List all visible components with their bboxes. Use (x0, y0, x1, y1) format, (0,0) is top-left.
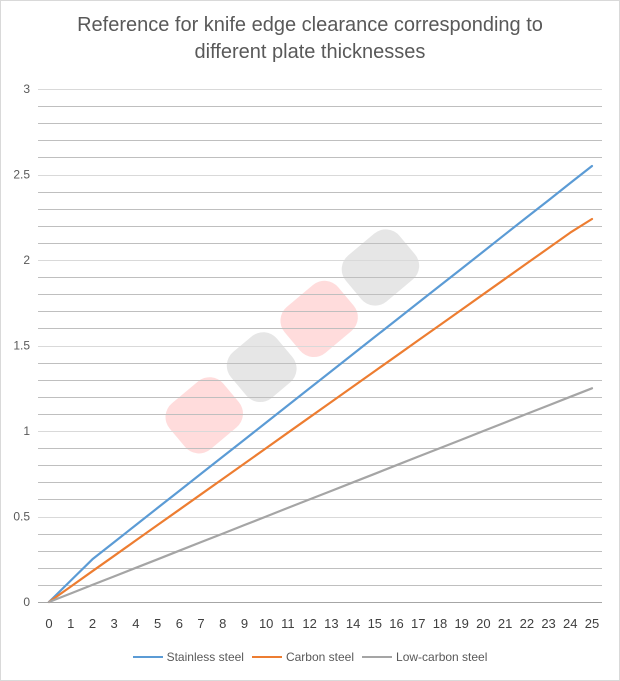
legend-label-carbon: Carbon steel (285, 650, 355, 664)
svg-text:23: 23 (541, 616, 555, 631)
svg-text:7: 7 (197, 616, 204, 631)
svg-text:20: 20 (476, 616, 490, 631)
svg-text:18: 18 (433, 616, 447, 631)
y-axis-ticks: 0 0.5 1 1.5 2 2.5 3 (13, 82, 30, 609)
legend-swatch-carbon (251, 656, 282, 658)
svg-text:11: 11 (281, 616, 295, 631)
svg-text:25: 25 (585, 616, 599, 631)
legend-item-low-carbon-steel[interactable]: Low-carbon steel (362, 650, 487, 664)
chart-title-line-2: different plate thicknesses (194, 41, 426, 63)
svg-text:0.5: 0.5 (13, 510, 30, 524)
legend-label-low-carbon: Low-carbon steel (396, 650, 488, 664)
svg-text:19: 19 (454, 616, 468, 631)
legend-label-stainless: Stainless steel (166, 650, 244, 664)
svg-text:14: 14 (346, 616, 360, 631)
svg-text:10: 10 (259, 616, 273, 631)
svg-text:4: 4 (132, 616, 139, 631)
svg-text:22: 22 (520, 616, 534, 631)
chart-title: Reference for knife edge clearance corre… (0, 12, 620, 66)
svg-text:6: 6 (176, 616, 183, 631)
svg-text:21: 21 (498, 616, 512, 631)
svg-text:2: 2 (23, 253, 30, 267)
svg-text:13: 13 (324, 616, 338, 631)
svg-text:3: 3 (23, 82, 30, 96)
legend-swatch-stainless (132, 656, 163, 658)
svg-text:3: 3 (111, 616, 118, 631)
chart-title-line-1: Reference for knife edge clearance corre… (77, 14, 543, 36)
legend-item-carbon-steel[interactable]: Carbon steel (251, 650, 355, 664)
svg-text:15: 15 (368, 616, 382, 631)
svg-text:2: 2 (89, 616, 96, 631)
svg-text:2.5: 2.5 (13, 168, 30, 182)
svg-text:1: 1 (67, 616, 74, 631)
x-axis-ticks: 0 1 2 3 4 5 6 7 8 9 10 11 12 13 14 15 16 17 18 19 20 21 22 23 24… (45, 616, 599, 631)
svg-text:0: 0 (45, 616, 52, 631)
data-series (47, 164, 594, 604)
legend: Stainless steel Carbon steel Low-carbon … (0, 650, 620, 664)
svg-text:24: 24 (563, 616, 577, 631)
svg-text:1.5: 1.5 (13, 339, 30, 353)
svg-text:5: 5 (154, 616, 161, 631)
svg-text:1: 1 (23, 424, 30, 438)
svg-text:16: 16 (389, 616, 403, 631)
gridlines (38, 89, 602, 603)
legend-item-stainless-steel[interactable]: Stainless steel (132, 650, 244, 664)
svg-text:8: 8 (219, 616, 226, 631)
legend-swatch-low-carbon (362, 656, 393, 658)
svg-text:9: 9 (241, 616, 248, 631)
svg-text:0: 0 (23, 595, 30, 609)
svg-text:17: 17 (411, 616, 425, 631)
svg-text:12: 12 (302, 616, 316, 631)
watermark-logo (165, 229, 420, 454)
